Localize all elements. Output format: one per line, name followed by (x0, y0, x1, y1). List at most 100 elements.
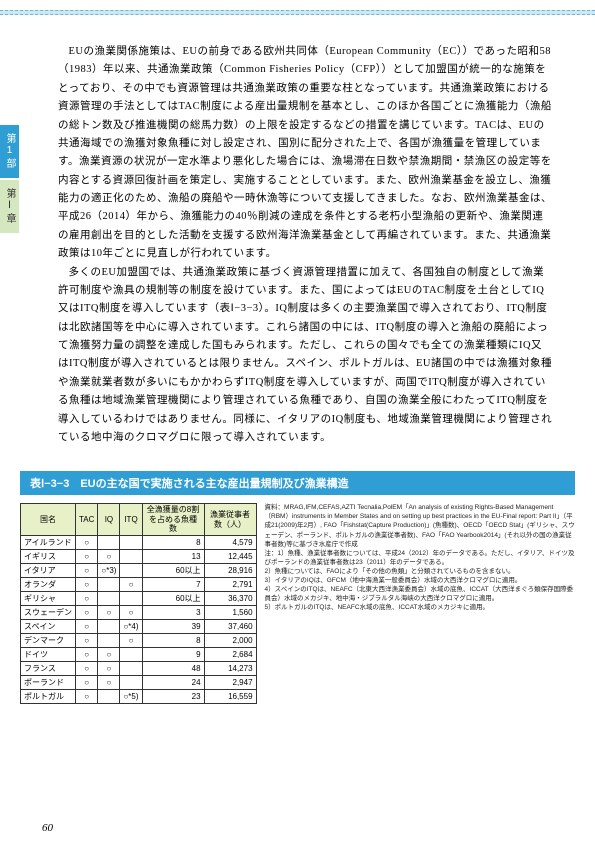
cell-workers: 4,579 (204, 536, 256, 550)
cell-iq: ○ (98, 676, 120, 690)
cell-iq: ○ (98, 606, 120, 620)
cell-species: 39 (142, 620, 204, 634)
th-itq: ITQ (120, 504, 142, 536)
note-2: 2）魚種については、FAOにより「その他の魚類」と分類されているものを含まない。 (265, 567, 575, 576)
cell-itq: ○ (120, 606, 142, 620)
cell-country: デンマーク (21, 634, 76, 648)
table-title: 表Ⅰ−3−3 EUの主な国で実施される主な産出量規制及び漁業構造 (20, 471, 575, 495)
th-workers: 漁業従事者数（人） (204, 504, 256, 536)
cell-itq: ○ (120, 578, 142, 592)
cell-species: 7 (142, 578, 204, 592)
cell-country: イタリア (21, 564, 76, 578)
table-row: ギリシャ○ 60以上36,370 (21, 592, 257, 606)
cell-workers: 2,684 (204, 648, 256, 662)
cell-workers: 2,000 (204, 634, 256, 648)
table-row: ドイツ○○92,684 (21, 648, 257, 662)
cell-country: ポーランド (21, 676, 76, 690)
cell-country: オランダ (21, 578, 76, 592)
cell-tac: ○ (76, 564, 98, 578)
cell-tac: ○ (76, 606, 98, 620)
cell-iq: ○ (98, 550, 120, 564)
table-section: 国名 TAC IQ ITQ 全漁獲量の8割を占める魚種数 漁業従事者数（人） ア… (0, 503, 595, 704)
cell-tac: ○ (76, 676, 98, 690)
cell-workers: 12,445 (204, 550, 256, 564)
table-row: ポルトガル○ ○*5)2316,559 (21, 690, 257, 704)
page-number: 60 (42, 822, 53, 834)
main-content: EUの漁業関係施策は、EUの前身である欧州共同体（European Commun… (0, 15, 595, 457)
cell-species: 13 (142, 550, 204, 564)
tab-chapter-1: 第Ⅰ章 (0, 180, 19, 233)
table-row: イタリア○○*3) 60以上28,916 (21, 564, 257, 578)
cell-iq (98, 536, 120, 550)
cell-species: 23 (142, 690, 204, 704)
cell-workers: 14,273 (204, 662, 256, 676)
cell-itq (120, 592, 142, 606)
cell-species: 60以上 (142, 592, 204, 606)
cell-itq: ○ (120, 634, 142, 648)
cell-workers: 16,559 (204, 690, 256, 704)
cell-itq (120, 564, 142, 578)
table-row: スペイン○ ○*4)3937,460 (21, 620, 257, 634)
cell-iq (98, 634, 120, 648)
cell-species: 8 (142, 536, 204, 550)
cell-iq: ○*3) (98, 564, 120, 578)
cell-iq: ○ (98, 662, 120, 676)
cell-iq (98, 578, 120, 592)
note-1: 注：1）魚種、漁業従事者数については、平成24（2012）年のデータである。ただ… (265, 549, 575, 567)
cell-tac: ○ (76, 662, 98, 676)
table-row: オランダ○○72,791 (21, 578, 257, 592)
cell-workers: 1,560 (204, 606, 256, 620)
table-row: デンマーク○○82,000 (21, 634, 257, 648)
cell-iq (98, 620, 120, 634)
cell-tac: ○ (76, 550, 98, 564)
cell-country: アイルランド (21, 536, 76, 550)
cell-country: スペイン (21, 620, 76, 634)
cell-iq (98, 690, 120, 704)
note-3: 3）イタリアのIQは、GFCM（地中海漁業一般委員会）水域の大西洋クロマグロに適… (265, 576, 575, 585)
table-notes: 資料：MRAG,IFM,CEFAS,AZTI Tecnalia,PolEM「An… (265, 503, 575, 704)
th-country: 国名 (21, 504, 76, 536)
cell-tac: ○ (76, 620, 98, 634)
cell-species: 24 (142, 676, 204, 690)
cell-workers: 28,916 (204, 564, 256, 578)
cell-tac: ○ (76, 536, 98, 550)
cell-workers: 36,370 (204, 592, 256, 606)
cell-itq (120, 676, 142, 690)
cell-country: ポルトガル (21, 690, 76, 704)
table-row: スウェーデン○○○31,560 (21, 606, 257, 620)
cell-country: ドイツ (21, 648, 76, 662)
cell-country: イギリス (21, 550, 76, 564)
cell-species: 60以上 (142, 564, 204, 578)
cell-itq (120, 662, 142, 676)
cell-species: 48 (142, 662, 204, 676)
cell-itq: ○*5) (120, 690, 142, 704)
note-5: 5）ポルトガルのITQは、NEAFC水域の底魚、ICCAT水域のメカジキに適用。 (265, 603, 575, 612)
note-4: 4）スペインのITQは、NEAFC（北東大西洋漁業委員会）水域の底魚、ICCAT… (265, 585, 575, 603)
paragraph-2: 多くのEU加盟国では、共通漁業政策に基づく資源管理措置に加えて、各国独自の制度と… (58, 264, 553, 448)
table-row: フランス○○4814,273 (21, 662, 257, 676)
cell-tac: ○ (76, 592, 98, 606)
cell-itq (120, 550, 142, 564)
cell-workers: 37,460 (204, 620, 256, 634)
cell-itq (120, 648, 142, 662)
cell-country: フランス (21, 662, 76, 676)
cell-tac: ○ (76, 648, 98, 662)
cell-country: スウェーデン (21, 606, 76, 620)
th-tac: TAC (76, 504, 98, 536)
table-row: イギリス○○1312,445 (21, 550, 257, 564)
tab-part-1: 第1部 (0, 125, 19, 178)
cell-country: ギリシャ (21, 592, 76, 606)
main-table: 国名 TAC IQ ITQ 全漁獲量の8割を占める魚種数 漁業従事者数（人） ア… (20, 503, 257, 704)
cell-tac: ○ (76, 690, 98, 704)
cell-iq (98, 592, 120, 606)
cell-species: 3 (142, 606, 204, 620)
cell-species: 9 (142, 648, 204, 662)
cell-iq: ○ (98, 648, 120, 662)
cell-workers: 2,791 (204, 578, 256, 592)
note-source: 資料：MRAG,IFM,CEFAS,AZTI Tecnalia,PolEM「An… (265, 503, 575, 548)
table-row: アイルランド○ 84,579 (21, 536, 257, 550)
th-species: 全漁獲量の8割を占める魚種数 (142, 504, 204, 536)
cell-itq: ○*4) (120, 620, 142, 634)
table-row: ポーランド○○242,947 (21, 676, 257, 690)
cell-itq (120, 536, 142, 550)
